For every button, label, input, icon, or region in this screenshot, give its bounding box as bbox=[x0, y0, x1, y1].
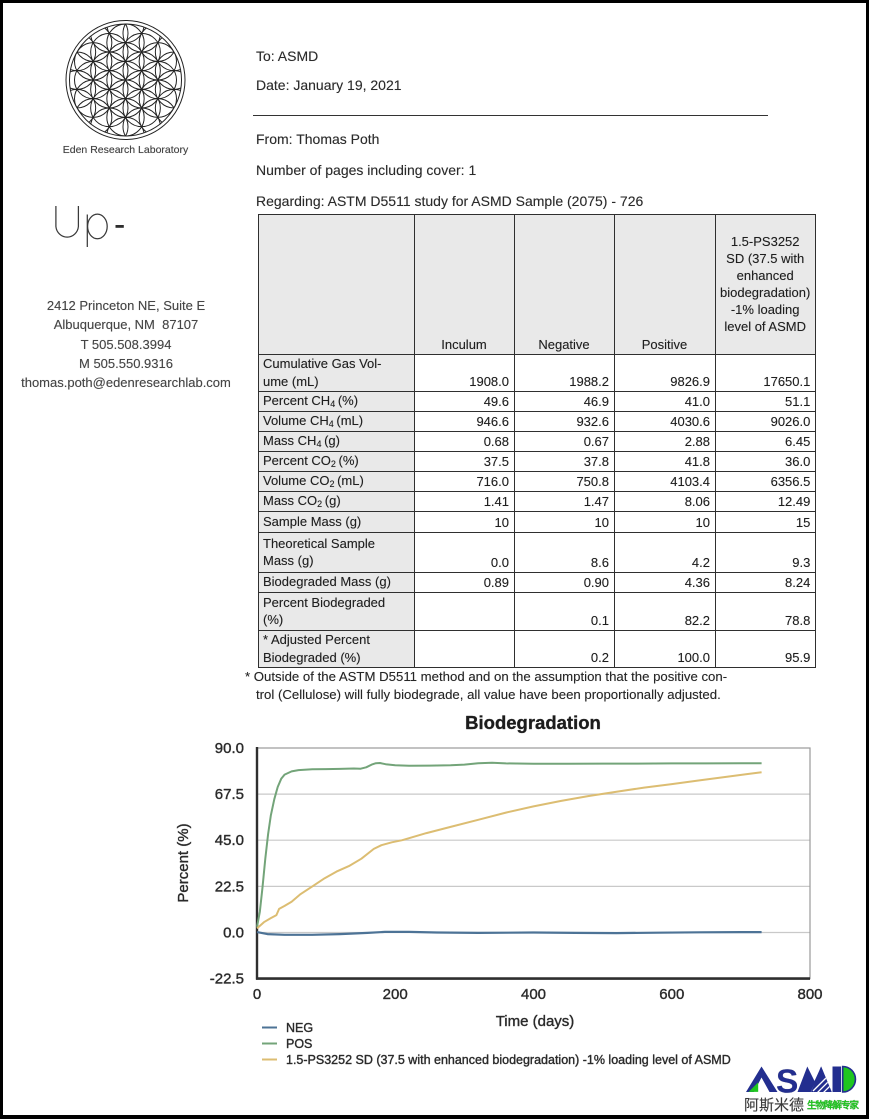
svg-text:-22.5: -22.5 bbox=[210, 971, 244, 988]
svg-text:Percent (%): Percent (%) bbox=[175, 823, 192, 902]
svg-text:200: 200 bbox=[383, 986, 408, 1003]
svg-text:阿斯米德: 阿斯米德 bbox=[744, 1096, 804, 1114]
svg-text:Biodegradation: Biodegradation bbox=[465, 712, 601, 733]
svg-text:22.5: 22.5 bbox=[215, 878, 244, 895]
svg-text:600: 600 bbox=[659, 986, 684, 1003]
svg-text:生物降解专家: 生物降解专家 bbox=[807, 1100, 859, 1112]
svg-text:90.0: 90.0 bbox=[215, 740, 244, 757]
svg-text:NEG: NEG bbox=[286, 1021, 313, 1035]
svg-text:0.0: 0.0 bbox=[223, 925, 244, 942]
svg-text:400: 400 bbox=[521, 986, 546, 1003]
svg-text:S: S bbox=[776, 1063, 798, 1100]
svg-text:Time (days): Time (days) bbox=[496, 1013, 575, 1030]
svg-text:67.5: 67.5 bbox=[215, 786, 244, 803]
svg-text:0: 0 bbox=[253, 986, 261, 1003]
svg-text:POS: POS bbox=[286, 1037, 312, 1051]
svg-text:45.0: 45.0 bbox=[215, 832, 244, 849]
svg-text:800: 800 bbox=[797, 986, 822, 1003]
svg-text:1.5-PS3252 SD (37.5 with enhan: 1.5-PS3252 SD (37.5 with enhanced biodeg… bbox=[286, 1053, 731, 1067]
